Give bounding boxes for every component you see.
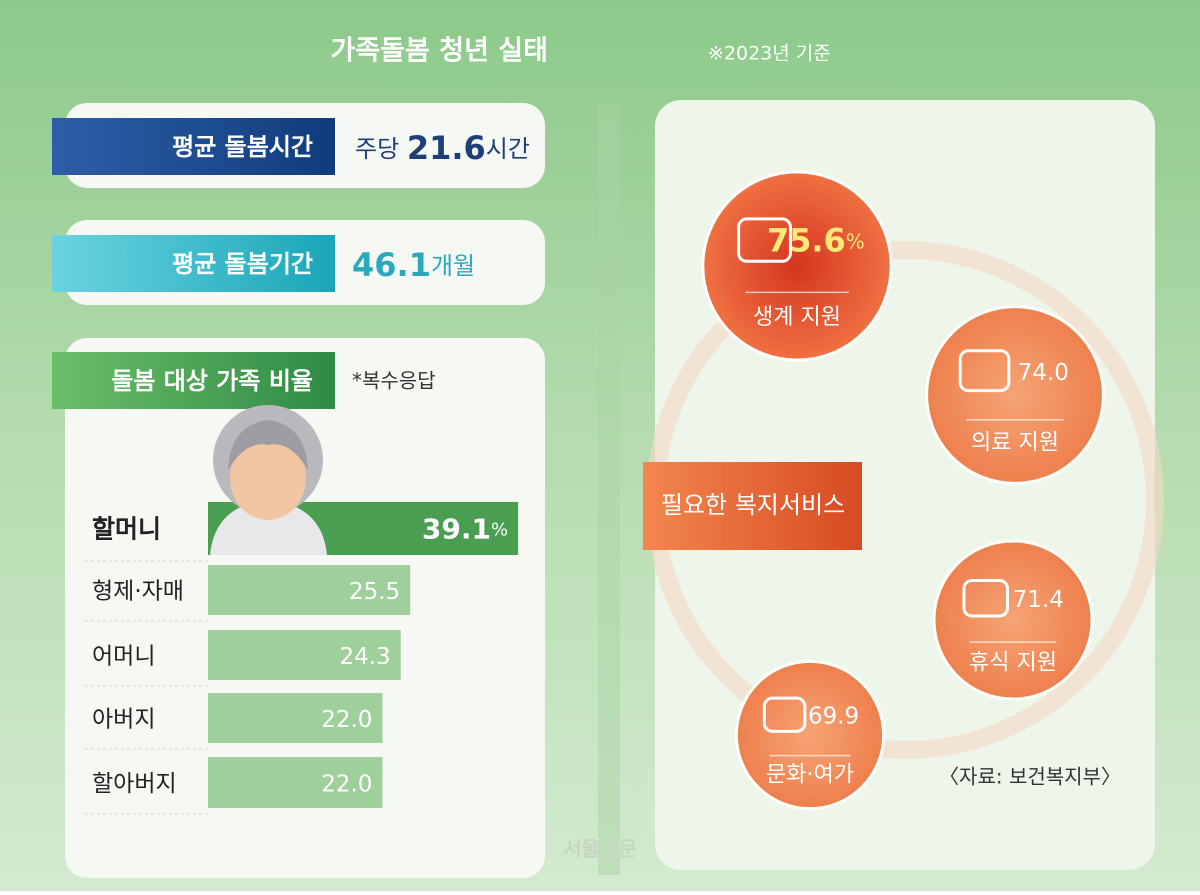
- category-label: 할머니: [92, 515, 161, 544]
- bubble-label: 휴식 지원: [969, 650, 1057, 675]
- icon: [962, 578, 1009, 618]
- bar: [208, 565, 411, 615]
- bubble: [701, 170, 893, 362]
- value-number: 24.3: [339, 644, 390, 670]
- logo: 서울신문: [563, 837, 637, 861]
- value-label: 22.0: [321, 771, 372, 797]
- bubble-value: 69.9: [808, 703, 859, 729]
- bar: [208, 693, 383, 743]
- category-label: 어머니: [92, 644, 155, 670]
- bubble-value: 74.0: [1018, 359, 1069, 385]
- chart-title: 필요한 복지서비스: [661, 491, 845, 519]
- value-label: 24.3: [339, 644, 390, 670]
- value-number: 22.0: [321, 707, 372, 733]
- value-unit: %: [491, 520, 508, 541]
- bubble-value: 75.6%: [767, 221, 865, 259]
- value-number: 25.5: [349, 579, 400, 605]
- icon: [958, 349, 1011, 393]
- value-unit: %: [846, 229, 865, 253]
- bubble-label: 생계 지원: [753, 305, 841, 330]
- value-number: 69.9: [808, 703, 859, 729]
- value-label: 25.5: [349, 579, 400, 605]
- source: 〈자료: 보건복지부〉: [939, 765, 1121, 789]
- bubble: [925, 305, 1105, 485]
- category-label: 아버지: [92, 707, 155, 733]
- category-label: 할아버지: [92, 771, 177, 797]
- ribbon: [52, 118, 335, 175]
- icon: [737, 217, 792, 263]
- value-label: 22.0: [321, 707, 372, 733]
- chart-subtitle: *복수응답: [352, 369, 436, 393]
- ribbon: [52, 352, 335, 409]
- bar: [208, 757, 383, 808]
- value-number: 22.0: [321, 771, 372, 797]
- stat-prefix: 주당: [355, 135, 399, 163]
- title: 가족돌봄 청년 실태: [330, 36, 548, 67]
- stat-number: 46.1: [352, 246, 431, 284]
- category-label: 형제·자매: [92, 579, 184, 605]
- stat-value: 46.1개월: [352, 246, 475, 284]
- value-number: 74.0: [1018, 359, 1069, 385]
- ribbon: [52, 235, 335, 292]
- ribbon: [643, 462, 862, 550]
- value-number: 39.1: [422, 513, 491, 546]
- stat-unit: 시간: [486, 135, 530, 163]
- stat-label: 평균 돌봄시간: [172, 133, 313, 161]
- grandmother-illustration: [210, 405, 327, 555]
- stat-unit: 개월: [431, 252, 475, 280]
- value-number: 75.6: [767, 221, 846, 259]
- bar: [208, 630, 401, 680]
- stat-label: 평균 돌봄기간: [172, 250, 313, 278]
- value-label: 39.1%: [422, 513, 508, 546]
- value-number: 71.4: [1013, 587, 1064, 613]
- chart-title: 돌봄 대상 가족 비율: [111, 367, 313, 395]
- note: ※2023년 기준: [708, 43, 831, 65]
- bubble-label: 의료 지원: [971, 431, 1059, 456]
- bubble-value: 71.4: [1013, 587, 1064, 613]
- divider: [598, 105, 620, 875]
- icon: [762, 696, 807, 733]
- stat-number: 21.6: [407, 129, 486, 167]
- stat-value: 주당 21.6시간: [355, 129, 530, 167]
- bubble-label: 문화·여가: [766, 763, 854, 788]
